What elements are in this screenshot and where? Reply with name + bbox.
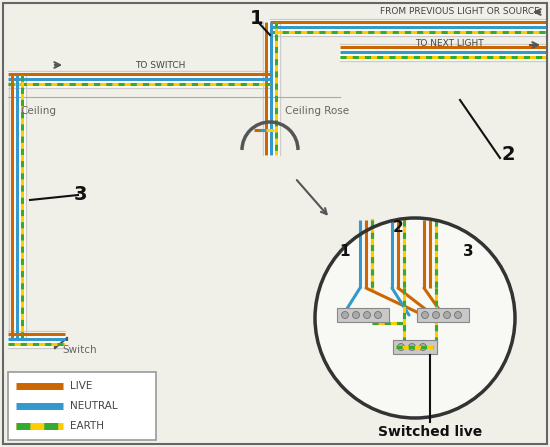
- Text: TO SWITCH: TO SWITCH: [135, 60, 185, 69]
- Circle shape: [454, 312, 461, 319]
- Bar: [417, 308, 469, 322]
- Text: Ceiling Rose: Ceiling Rose: [285, 106, 349, 116]
- Text: Switched live: Switched live: [378, 425, 482, 439]
- Text: TO NEXT LIGHT: TO NEXT LIGHT: [415, 38, 483, 47]
- Circle shape: [443, 312, 450, 319]
- Text: 3: 3: [73, 186, 87, 204]
- Text: 1: 1: [250, 8, 264, 28]
- Circle shape: [398, 343, 404, 350]
- Text: Switch: Switch: [62, 345, 97, 355]
- Bar: [393, 340, 437, 354]
- Text: Ceiling: Ceiling: [20, 106, 56, 116]
- Circle shape: [315, 218, 515, 418]
- Bar: [337, 308, 389, 322]
- Circle shape: [421, 312, 428, 319]
- Circle shape: [409, 343, 415, 350]
- Text: 2: 2: [393, 220, 403, 236]
- Circle shape: [342, 312, 349, 319]
- Bar: [8, 372, 156, 440]
- Text: EARTH: EARTH: [70, 421, 104, 431]
- Circle shape: [420, 343, 426, 350]
- Text: 1: 1: [340, 245, 350, 260]
- Text: LIVE: LIVE: [70, 381, 92, 391]
- Text: NEUTRAL: NEUTRAL: [70, 401, 118, 411]
- Text: FROM PREVIOUS LIGHT OR SOURCE: FROM PREVIOUS LIGHT OR SOURCE: [380, 8, 540, 17]
- Text: 2: 2: [501, 146, 515, 164]
- Text: 3: 3: [463, 245, 474, 260]
- Circle shape: [353, 312, 360, 319]
- Circle shape: [432, 312, 439, 319]
- Circle shape: [364, 312, 371, 319]
- Circle shape: [375, 312, 382, 319]
